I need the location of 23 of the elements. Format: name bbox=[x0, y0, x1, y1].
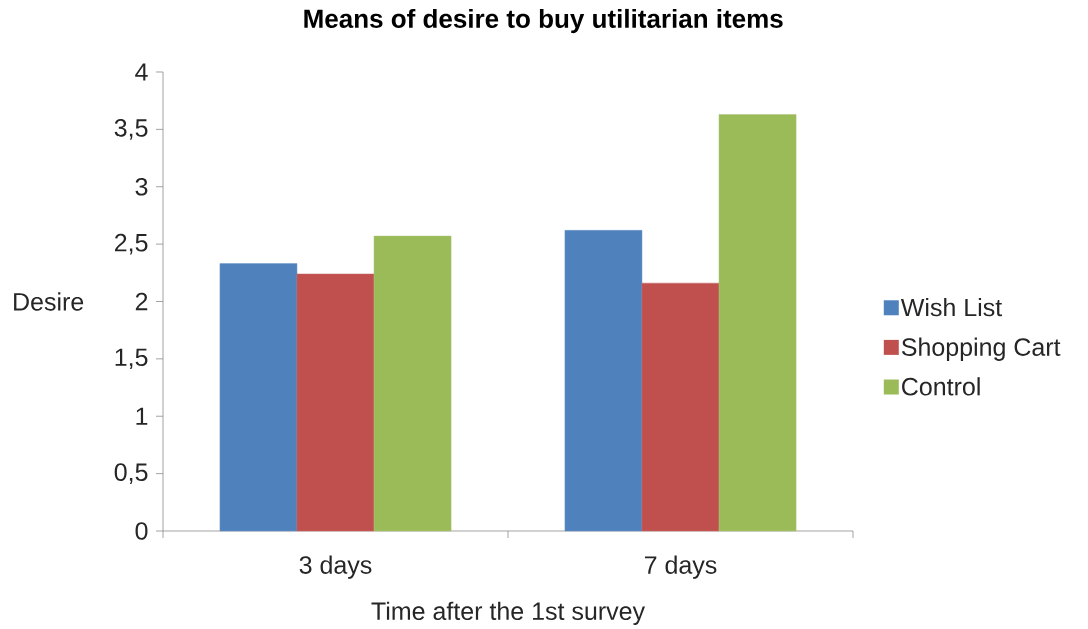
y-tick-label: 0 bbox=[135, 522, 148, 540]
bar bbox=[718, 114, 797, 532]
y-tick-label: 0,5 bbox=[114, 463, 148, 484]
x-axis-title: Time after the 1st survey bbox=[371, 601, 646, 625]
bar bbox=[564, 230, 643, 532]
y-tick-label: 4 bbox=[135, 63, 148, 81]
y-tick-label: 3 bbox=[135, 177, 148, 196]
y-tick-label: 1,5 bbox=[115, 348, 148, 370]
x-tick-label: 3 days bbox=[299, 555, 372, 579]
legend-label: Control bbox=[902, 377, 980, 396]
y-tick-label: 2,5 bbox=[114, 233, 148, 255]
y-tick-label: 3,5 bbox=[114, 119, 148, 140]
chart-title: Means of desire to buy utilitarian items bbox=[304, 8, 783, 34]
bar bbox=[219, 263, 298, 532]
y-tick-label: 1 bbox=[136, 407, 148, 425]
bar bbox=[296, 273, 375, 532]
x-tick-label: 7 days bbox=[644, 555, 717, 579]
y-axis-title: Desire bbox=[14, 292, 84, 311]
bar bbox=[373, 235, 452, 532]
legend-label: Wish List bbox=[900, 297, 1002, 317]
bar bbox=[641, 282, 720, 532]
y-tick-label: 2 bbox=[135, 292, 148, 311]
legend-label: Shopping Cart bbox=[901, 337, 1061, 361]
